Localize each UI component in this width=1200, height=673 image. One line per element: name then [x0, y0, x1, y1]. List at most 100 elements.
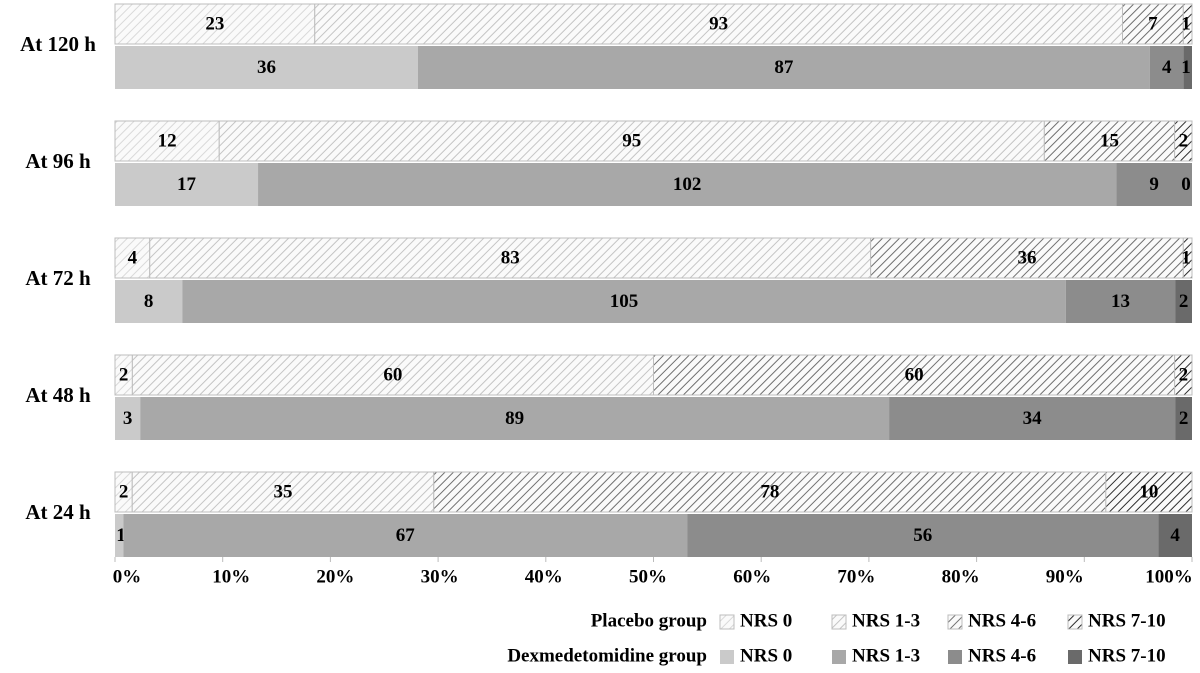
x-tick-label: 0% [113, 566, 142, 587]
value-label: 2 [119, 364, 129, 385]
legend-swatch [831, 614, 847, 630]
value-label: 56 [913, 525, 932, 546]
value-label: 1 [116, 525, 126, 546]
bar-segment [1183, 46, 1192, 89]
value-label: 2 [119, 481, 129, 502]
value-label: 7 [1148, 13, 1158, 34]
category-label: At 120 h [20, 32, 96, 56]
bar-segment [218, 120, 1045, 162]
value-label: 4 [1170, 525, 1180, 546]
value-label: 1 [1181, 247, 1191, 268]
legend-label: NRS 0 [740, 610, 792, 631]
value-label: 105 [610, 291, 639, 312]
x-tick-label: 50% [629, 566, 667, 587]
value-label: 67 [396, 525, 416, 546]
bar-segment [417, 46, 1150, 89]
legend-group-label: Dexmedetomidine group [507, 645, 707, 666]
bar-segment [1175, 280, 1192, 323]
x-tick-label: 90% [1046, 566, 1084, 587]
value-label: 93 [709, 13, 728, 34]
value-label: 89 [505, 408, 524, 429]
legend-swatch [1067, 614, 1083, 630]
value-label: 4 [1162, 57, 1172, 78]
value-label: 10 [1139, 481, 1158, 502]
bar-segment [870, 237, 1184, 279]
value-label: 15 [1100, 130, 1119, 151]
bar-segment [115, 397, 141, 440]
bar-segment [653, 354, 1176, 396]
value-label: 95 [622, 130, 641, 151]
value-label: 13 [1111, 291, 1130, 312]
x-tick-label: 20% [316, 566, 354, 587]
x-tick-label: 100% [1145, 566, 1193, 587]
bar-segment [131, 471, 435, 513]
bar-segment [1149, 46, 1184, 89]
bar-segment [115, 46, 418, 89]
bar-segment [182, 280, 1066, 323]
value-label: 2 [1179, 291, 1189, 312]
legend-label: NRS 1-3 [852, 610, 920, 631]
value-label: 34 [1023, 408, 1043, 429]
value-label: 2 [1179, 408, 1189, 429]
legend-group-label: Placebo group [591, 610, 707, 631]
bar-segment [889, 397, 1176, 440]
bar-segment [114, 120, 220, 162]
bar-segment [1182, 237, 1193, 279]
bar-segment [114, 237, 151, 279]
bar-segment [1182, 3, 1193, 45]
bar-segment [114, 3, 316, 45]
value-label: 78 [760, 481, 779, 502]
bar-segment [687, 514, 1159, 557]
bar-segment [1043, 120, 1176, 162]
value-label: 0 [1181, 174, 1191, 195]
x-tick-label: 80% [942, 566, 980, 587]
bar-segment [149, 237, 872, 279]
value-label: 2 [1179, 364, 1189, 385]
value-label: 35 [274, 481, 293, 502]
legend-label: NRS 1-3 [852, 645, 920, 666]
category-label: At 48 h [25, 383, 91, 407]
value-label: 4 [128, 247, 138, 268]
bar-segment [1065, 280, 1176, 323]
bar-segment [123, 514, 688, 557]
value-label: 60 [905, 364, 924, 385]
x-tick-label: 30% [421, 566, 459, 587]
value-label: 8 [144, 291, 154, 312]
bar-segment [1174, 120, 1193, 162]
legend-swatch [719, 614, 735, 630]
bar-segment [140, 397, 890, 440]
bar-segment [1175, 397, 1192, 440]
value-label: 1 [1181, 57, 1191, 78]
bar-segment [433, 471, 1107, 513]
bar-segment [131, 354, 654, 396]
value-label: 2 [1179, 130, 1189, 151]
legend-swatch [947, 614, 963, 630]
bar-segment [1116, 163, 1192, 206]
legend-swatch [832, 650, 846, 664]
value-label: 36 [257, 57, 276, 78]
value-label: 36 [1017, 247, 1036, 268]
legend-swatch [720, 650, 734, 664]
bar-segment [115, 280, 183, 323]
bar-segment [258, 163, 1117, 206]
value-label: 83 [501, 247, 520, 268]
x-tick-label: 70% [837, 566, 875, 587]
value-label: 23 [205, 13, 224, 34]
legend-label: NRS 7-10 [1088, 645, 1166, 666]
legend-label: NRS 4-6 [968, 645, 1036, 666]
bar-segment [1158, 514, 1192, 557]
bar-segment [1174, 354, 1193, 396]
bar-segment [1105, 471, 1193, 513]
value-label: 3 [123, 408, 133, 429]
bar-segment [115, 163, 259, 206]
value-label: 9 [1149, 174, 1159, 195]
bar-segment [1122, 3, 1184, 45]
x-tick-label: 40% [525, 566, 563, 587]
value-label: 102 [673, 174, 702, 195]
bar-segment [115, 514, 124, 557]
legend-label: NRS 4-6 [968, 610, 1036, 631]
bar-segment [314, 3, 1124, 45]
value-label: 17 [177, 174, 197, 195]
